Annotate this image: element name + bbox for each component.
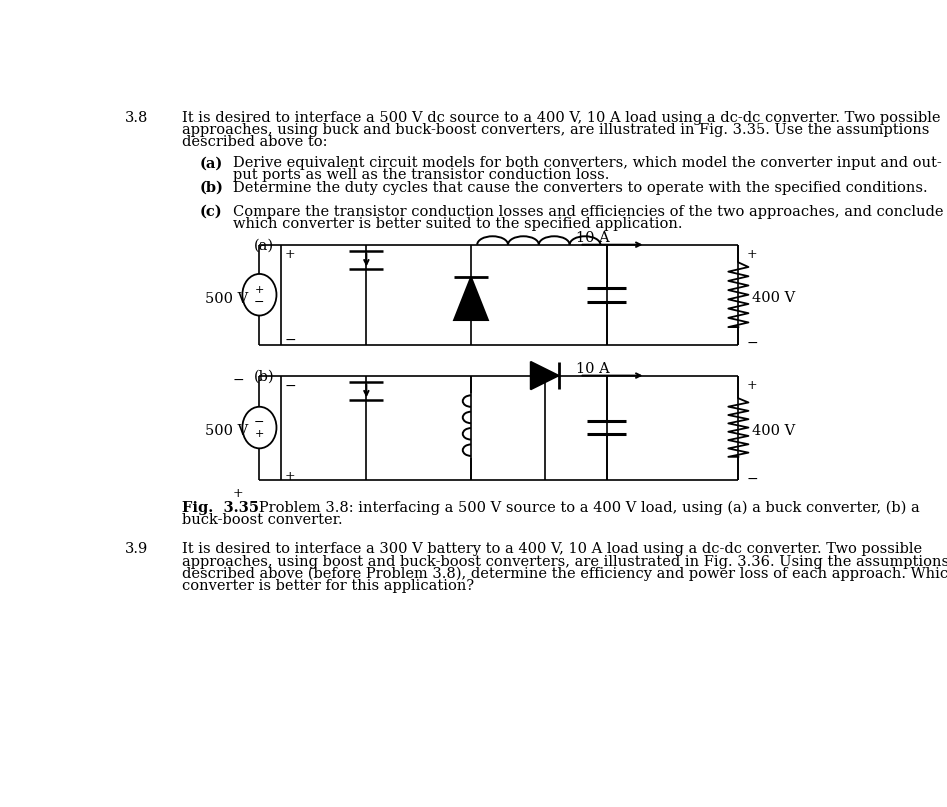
Text: Derive equivalent circuit models for both converters, which model the converter : Derive equivalent circuit models for bot… [233,157,942,170]
Text: put ports as well as the transistor conduction loss.: put ports as well as the transistor cond… [233,169,610,182]
Text: (a): (a) [254,239,274,253]
Text: −: − [746,336,758,349]
Text: Compare the transistor conduction losses and efficiencies of the two approaches,: Compare the transistor conduction losses… [233,205,943,219]
Text: (b): (b) [254,370,275,383]
Text: −: − [232,373,244,387]
Text: (a): (a) [200,157,223,170]
Text: −: − [746,472,758,486]
Text: +: + [746,248,757,261]
Text: Fig.  3.35: Fig. 3.35 [182,501,259,515]
Text: (b): (b) [200,181,223,194]
Text: +: + [255,429,264,439]
Text: −: − [254,416,264,429]
Text: +: + [285,470,295,483]
Text: described above to:: described above to: [182,135,328,149]
Text: +: + [232,487,243,500]
Text: Problem 3.8: interfacing a 500 V source to a 400 V load, using (a) a buck conver: Problem 3.8: interfacing a 500 V source … [245,501,920,516]
Text: which converter is better suited to the specified application.: which converter is better suited to the … [233,217,683,231]
Text: buck-boost converter.: buck-boost converter. [182,513,343,527]
Text: 400 V: 400 V [752,424,795,437]
Text: −: − [285,333,296,347]
Text: approaches, using boost and buck-boost converters, are illustrated in Fig. 3.36.: approaches, using boost and buck-boost c… [182,554,947,569]
Text: 400 V: 400 V [752,291,795,305]
Text: +: + [285,248,295,261]
Text: 500 V: 500 V [205,291,248,306]
Text: 3.9: 3.9 [125,542,148,557]
Polygon shape [454,277,488,320]
Text: −: − [285,378,296,393]
Text: 3.8: 3.8 [125,111,148,125]
Polygon shape [530,362,559,390]
Text: 500 V: 500 V [205,424,248,438]
Text: Determine the duty cycles that cause the converters to operate with the specifie: Determine the duty cycles that cause the… [233,181,928,194]
Text: approaches, using buck and buck-boost converters, are illustrated in Fig. 3.35. : approaches, using buck and buck-boost co… [182,123,929,137]
Text: converter is better for this application?: converter is better for this application… [182,579,474,593]
Text: 10 A: 10 A [576,362,609,376]
Text: +: + [746,378,757,391]
Text: It is desired to interface a 300 V battery to a 400 V, 10 A load using a dc-dc c: It is desired to interface a 300 V batte… [182,542,922,557]
Text: It is desired to interface a 500 V dc source to a 400 V, 10 A load using a dc-dc: It is desired to interface a 500 V dc so… [182,111,940,125]
Text: +: + [255,285,264,295]
Text: 10 A: 10 A [576,231,609,245]
Text: (c): (c) [200,205,223,219]
Text: described above (before Problem 3.8), determine the efficiency and power loss of: described above (before Problem 3.8), de… [182,567,947,581]
Text: −: − [254,296,264,309]
